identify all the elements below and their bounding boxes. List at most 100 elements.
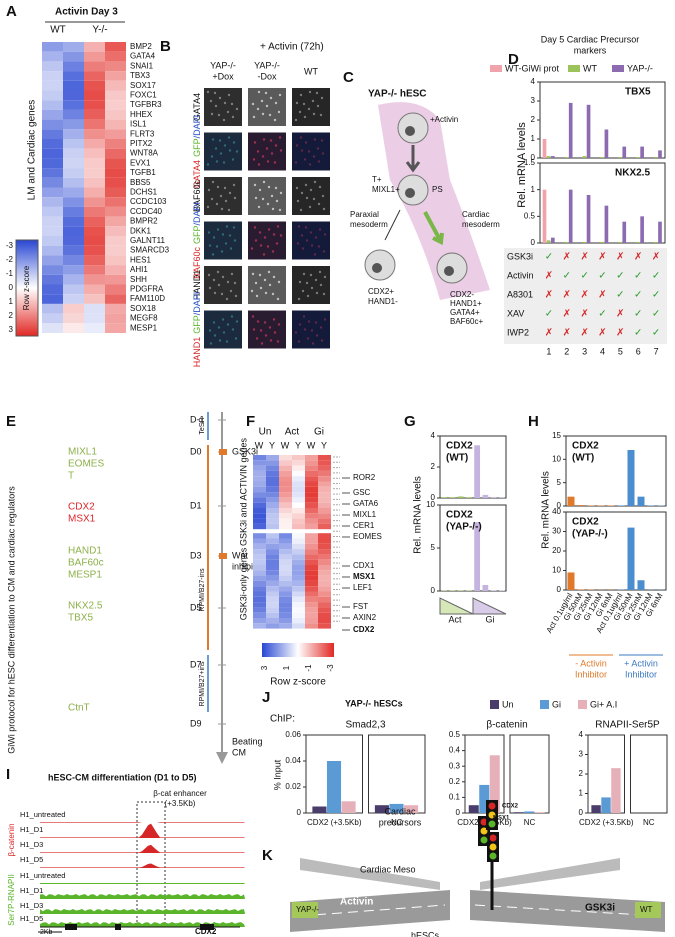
treatment-mark: ✓ xyxy=(545,309,553,320)
heatmap-cell xyxy=(279,455,292,461)
heatmap-cell xyxy=(292,623,305,629)
label: D7 xyxy=(190,659,202,669)
heatmap-cell xyxy=(63,139,84,149)
heatmap-cell xyxy=(84,177,105,188)
label: H1_D3 xyxy=(20,901,43,910)
heatmap-cell xyxy=(292,533,305,539)
speckle xyxy=(218,96,222,100)
heatmap-cell xyxy=(63,129,84,139)
heatmap-cell xyxy=(266,607,279,613)
y-tick-label: 5 xyxy=(431,543,436,552)
speckle xyxy=(227,136,231,139)
speckle xyxy=(218,139,222,142)
bar xyxy=(653,157,658,158)
heatmap-cell xyxy=(105,226,126,236)
speckle xyxy=(301,247,305,250)
heatmap-cell xyxy=(63,236,84,246)
speckle xyxy=(296,199,300,203)
speckle xyxy=(213,334,217,337)
speckle xyxy=(265,104,269,108)
signal-track xyxy=(40,883,245,884)
speckle xyxy=(226,280,230,284)
y-tick-label: 0 xyxy=(456,808,461,817)
label: β-cat enhancer xyxy=(153,789,207,798)
plot-frame xyxy=(509,734,550,814)
speckle xyxy=(269,96,273,100)
speckle xyxy=(304,183,308,187)
gene-label: CER1 xyxy=(353,521,375,530)
heatmap-cell xyxy=(42,148,63,159)
y-tick-label: 0 xyxy=(431,586,436,595)
y-tick-label: 4 xyxy=(579,730,584,739)
speckle xyxy=(303,158,307,161)
bar xyxy=(577,589,585,590)
gene-label: FLRT3 xyxy=(130,129,155,138)
label: A8301 xyxy=(507,289,533,299)
heatmap-cell xyxy=(84,323,105,333)
heatmap-cell xyxy=(84,158,105,169)
label: Act xyxy=(448,614,462,624)
bar xyxy=(542,139,547,158)
label: Activin xyxy=(340,897,373,908)
exon xyxy=(115,924,121,930)
speckle xyxy=(305,281,309,285)
label: Row z-score xyxy=(270,677,326,688)
column-number: 6 xyxy=(636,346,641,356)
legend-label: Un xyxy=(502,699,514,709)
heatmap-cell xyxy=(279,523,292,530)
label: GiWi protocol for hESC differentiation t… xyxy=(6,486,16,754)
label: Un xyxy=(259,427,272,438)
speckle xyxy=(262,253,266,256)
y-tick-label: 0 xyxy=(297,808,302,817)
label: YAP-/- xyxy=(210,60,236,70)
heatmap-cell xyxy=(42,158,63,169)
gene-label: EOMES xyxy=(353,532,382,541)
speckle xyxy=(251,272,255,276)
row-label: BAF60c xyxy=(192,179,202,212)
heatmap-cell xyxy=(266,575,279,581)
heatmap-cell xyxy=(305,596,318,603)
heatmap-cell xyxy=(42,109,63,120)
heatmap-cell xyxy=(292,549,305,555)
bar xyxy=(441,497,448,498)
heatmap-cell xyxy=(279,554,292,560)
speckle xyxy=(217,326,221,329)
heatmap-cell xyxy=(266,533,279,539)
speckle xyxy=(252,328,256,331)
y-tick-label: 0.04 xyxy=(285,756,301,765)
x-tick-label: NC xyxy=(643,818,655,827)
heatmap-cell xyxy=(63,255,84,266)
speckle xyxy=(258,231,262,234)
bar xyxy=(582,241,587,243)
chart-subtitle: (YAP-/-) xyxy=(572,529,608,540)
micrograph xyxy=(248,132,286,171)
heatmap-cell xyxy=(105,71,126,81)
heatmap-cell xyxy=(253,575,266,581)
bar xyxy=(582,156,587,158)
speckle xyxy=(305,239,309,242)
gene-label: GATA6 xyxy=(353,499,379,508)
bar xyxy=(586,104,591,158)
speckle xyxy=(266,202,270,206)
gene-label: MEGF8 xyxy=(130,314,158,323)
heatmap-cell xyxy=(318,508,331,514)
label: Rel. mRNA levels xyxy=(516,122,528,208)
heatmap-cell xyxy=(84,216,105,227)
bar xyxy=(567,496,575,506)
label: RPMI/B27+ins xyxy=(199,661,206,706)
speckle xyxy=(213,291,217,295)
bar xyxy=(600,157,605,158)
chart-title: TBX5 xyxy=(625,87,651,98)
heatmap-cell xyxy=(253,481,266,487)
road xyxy=(470,890,665,932)
speckle xyxy=(276,297,280,301)
speckle xyxy=(309,273,313,277)
heatmap-cell xyxy=(84,226,105,236)
speckle xyxy=(310,329,314,332)
x-tick-label: CDX2 (+3.5Kb) xyxy=(307,818,362,827)
speckle xyxy=(265,147,269,150)
bar xyxy=(490,497,497,498)
heatmap-cell xyxy=(318,586,331,592)
label: WT xyxy=(304,66,318,76)
speckle xyxy=(310,286,314,290)
